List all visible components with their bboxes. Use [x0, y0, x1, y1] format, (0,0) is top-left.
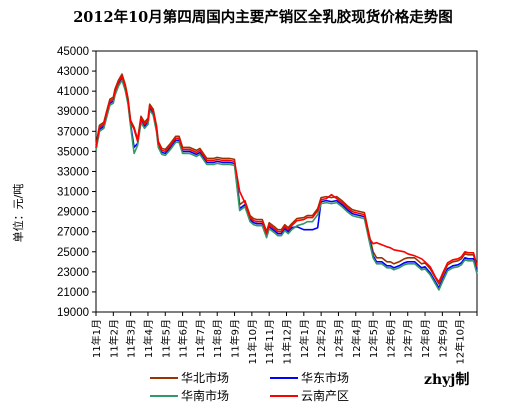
x-tick-label: 12年2月 — [315, 319, 328, 358]
x-tick-label: 11年10月 — [246, 319, 259, 364]
y-tick-label: 31000 — [57, 187, 89, 199]
series-line-4 — [95, 75, 478, 283]
legend-label: 云南产区 — [301, 388, 349, 403]
watermark: zhyj制 — [424, 371, 469, 388]
series-layer — [95, 73, 478, 291]
series-line-1 — [95, 73, 478, 285]
x-tick-label: 12年10月 — [454, 319, 467, 364]
x-tick-label: 11年8月 — [211, 319, 224, 358]
y-axis: 19000 21000 23000 25000 27000 29000 31000 33000… — [57, 46, 96, 319]
y-tick-label: 25000 — [57, 247, 89, 259]
x-tick-label: 11年12月 — [281, 319, 294, 364]
x-tick-label: 12年8月 — [419, 319, 432, 358]
y-tick-label: 19000 — [57, 307, 89, 319]
series-line-3 — [95, 79, 478, 291]
x-tick-label: 11年5月 — [159, 319, 172, 358]
x-tick-label: 11年9月 — [229, 319, 242, 358]
x-tick-label: 11年1月 — [90, 319, 103, 358]
x-tick-label: 11年7月 — [194, 319, 207, 358]
y-tick-label: 27000 — [57, 227, 89, 239]
x-tick-label: 12年1月 — [298, 319, 311, 358]
y-tick-label: 45000 — [57, 46, 89, 58]
y-tick-label: 29000 — [57, 207, 89, 219]
x-axis: 11年1月 11年2月 11年3月 11年4月 11年5月 11年6月 11年7月 11年8月… — [90, 312, 478, 364]
series-line-2 — [95, 77, 478, 289]
x-tick-label: 12年5月 — [367, 319, 380, 358]
x-tick-label: 11年2月 — [107, 319, 120, 358]
legend-label: 华东市场 — [301, 370, 349, 385]
x-tick-label: 12年9月 — [436, 319, 449, 358]
x-tick-label: 11年11月 — [263, 319, 276, 364]
x-tick-label: 12年6月 — [384, 319, 397, 358]
legend-label: 华南市场 — [181, 388, 229, 403]
y-axis-label: 单位：元/吨 — [11, 184, 25, 243]
y-tick-label: 43000 — [57, 66, 89, 78]
y-tick-label: 33000 — [57, 166, 89, 178]
y-tick-label: 39000 — [57, 106, 89, 118]
y-tick-label: 37000 — [57, 126, 89, 138]
x-tick-label: 12年7月 — [402, 319, 415, 358]
y-tick-label: 23000 — [57, 267, 89, 279]
y-tick-label: 21000 — [57, 287, 89, 299]
x-tick-label: 11年6月 — [177, 319, 190, 358]
legend-label: 华北市场 — [181, 370, 229, 385]
x-tick-label: 12年3月 — [333, 319, 346, 358]
chart-title: 2012年10月第四周国内主要产销区全乳胶现货价格走势图 — [73, 9, 453, 26]
x-tick-label: 11年3月 — [125, 319, 138, 358]
x-tick-label: 12年4月 — [350, 319, 363, 358]
y-tick-label: 35000 — [57, 146, 89, 158]
x-tick-label: 11年4月 — [142, 319, 155, 358]
plot-area — [95, 50, 478, 313]
y-tick-label: 41000 — [57, 86, 89, 98]
